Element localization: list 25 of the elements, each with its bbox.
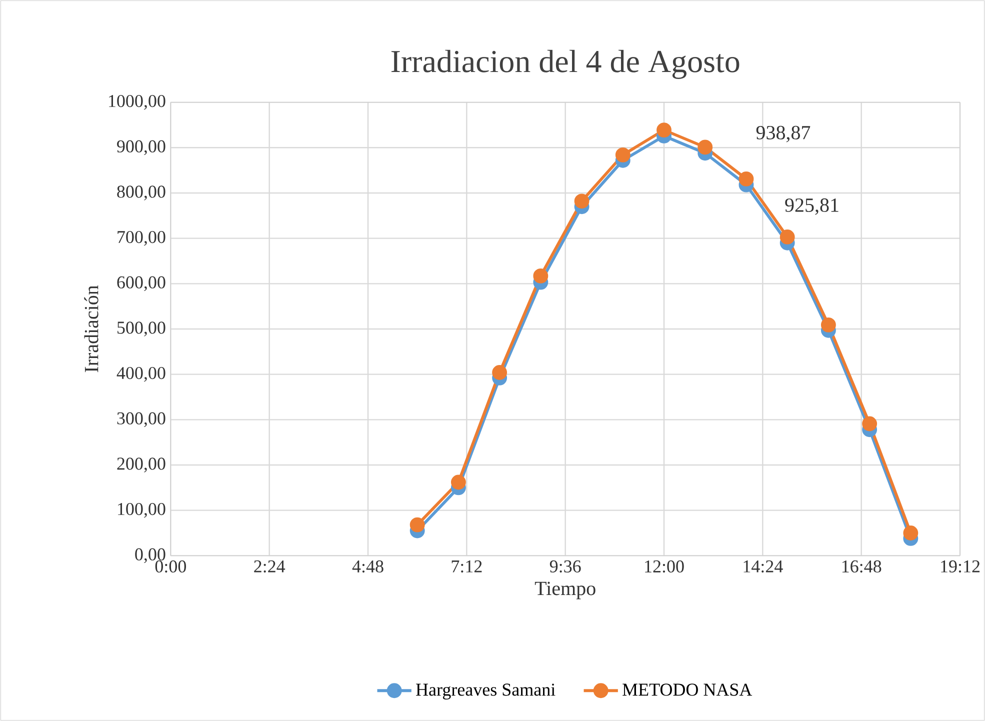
y-tick-label: 900,00 xyxy=(117,140,166,156)
x-tick-label: 2:24 xyxy=(254,560,286,573)
legend-label: METODO NASA xyxy=(622,684,752,696)
annotation: 938,87 xyxy=(756,126,810,142)
y-axis-title: Irradiación xyxy=(84,285,98,372)
x-tick-label: 12:00 xyxy=(645,560,684,573)
y-tick-label: 500,00 xyxy=(118,322,166,336)
legend-label: Hargreaves Samani xyxy=(416,684,556,700)
y-tick-label: 700,00 xyxy=(118,230,166,246)
y-tick-label: 1000,00 xyxy=(109,94,166,110)
x-tick-label: 4:48 xyxy=(352,560,384,573)
x-tick-label: 9:36 xyxy=(550,560,581,573)
y-tick-label: 100,00 xyxy=(118,502,166,518)
x-axis-title: Tiempo xyxy=(534,582,596,600)
x-tick-label: 7:12 xyxy=(452,560,482,573)
y-tick-label: 600,00 xyxy=(117,276,166,292)
y-tick-label: 200,00 xyxy=(117,458,166,472)
y-tick-label: 300,00 xyxy=(117,412,166,428)
y-tick-label: 800,00 xyxy=(117,186,166,200)
annotation: 925,81 xyxy=(785,198,838,215)
x-tick-label: 16:48 xyxy=(842,560,882,573)
y-tick-label: 400,00 xyxy=(116,366,166,382)
x-tick-label: 19:12 xyxy=(941,560,980,573)
chart-title: Irradiacion del 4 de Agosto xyxy=(391,50,740,79)
x-tick-label: 14:24 xyxy=(744,560,783,573)
